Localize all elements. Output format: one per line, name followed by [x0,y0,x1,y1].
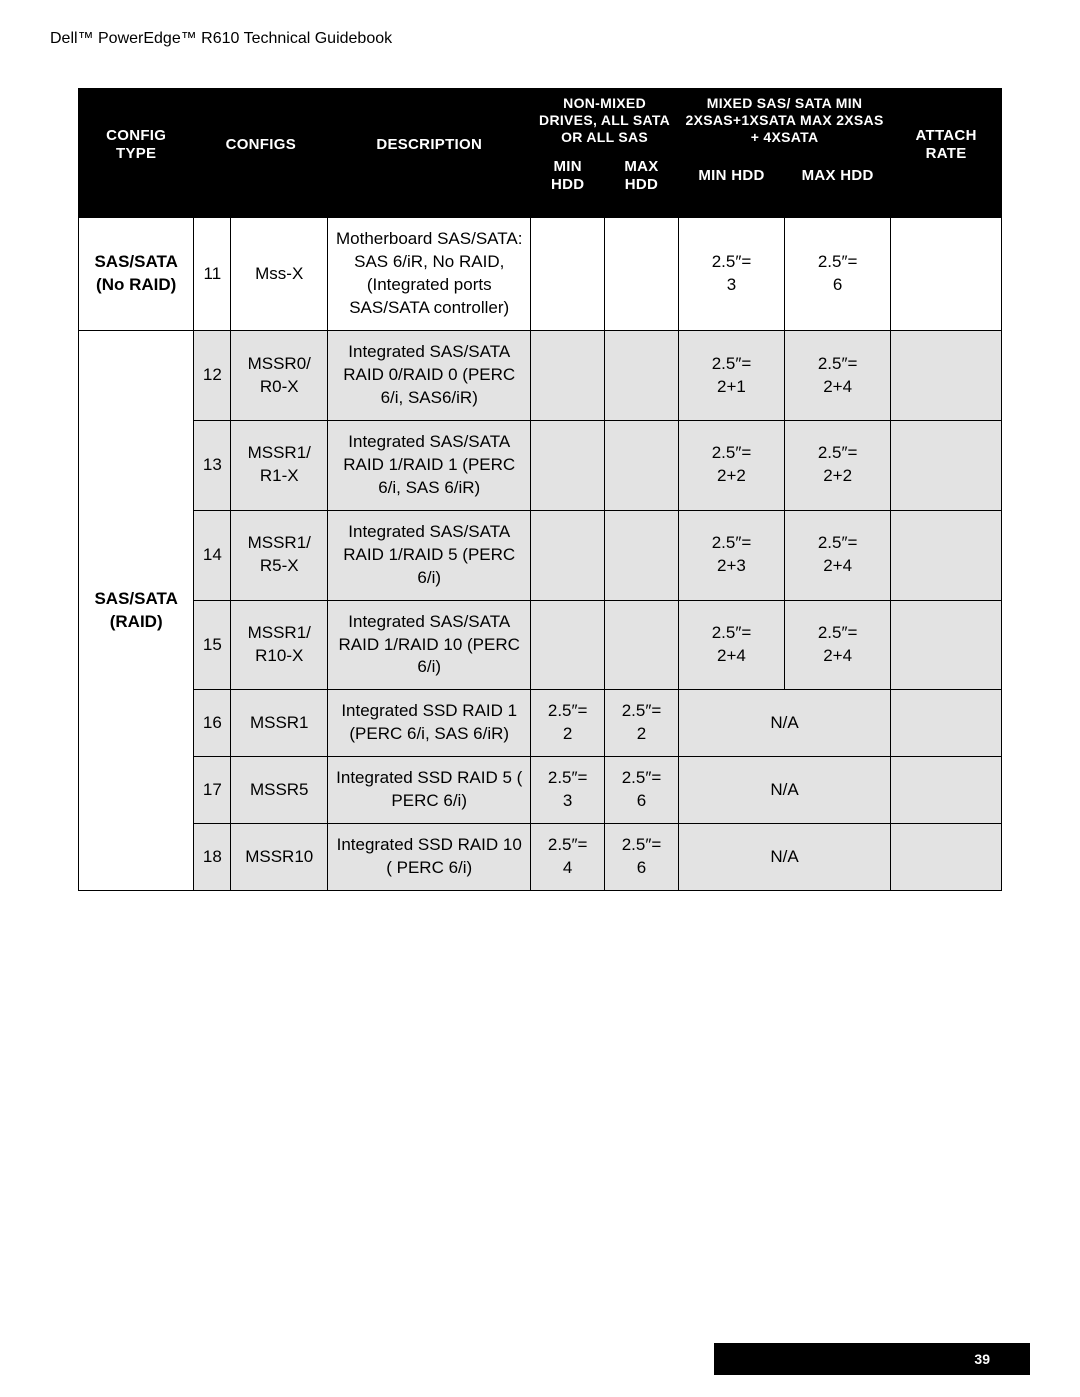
cell-desc: Integrated SAS/SATA RAID 1/RAID 5 (PERC … [328,510,531,600]
cell-attach [891,331,1002,421]
table-row: 17MSSR5Integrated SSD RAID 5 ( PERC 6/i)… [79,757,1002,824]
cell-mx-na: N/A [678,690,890,757]
cell-mx-min: 2.5″=3 [678,218,784,331]
cell-nm-max [605,510,679,600]
hdr-configs: Configs [194,89,328,201]
page-number: 39 [974,1351,990,1367]
cell-nm-min: 2.5″=3 [531,757,605,824]
cell-mx-na: N/A [678,757,890,824]
cell-desc: Integrated SAS/SATA RAID 1/RAID 1 (PERC … [328,420,531,510]
cell-config: MSSR1/R1-X [231,420,328,510]
cell-attach [891,690,1002,757]
cell-nm-min [531,331,605,421]
cell-attach [891,600,1002,690]
table-header: Config Type Configs Description Non-Mixe… [79,89,1002,201]
cell-nm-min: 2.5″=4 [531,824,605,891]
hdr-mx-max: Max HDD [785,152,891,201]
cell-num: 18 [194,824,231,891]
cell-desc: Integrated SSD RAID 5 ( PERC 6/i) [328,757,531,824]
table-row: 16MSSR1Integrated SSD RAID 1 (PERC 6/i, … [79,690,1002,757]
cell-mx-max: 2.5″=6 [785,218,891,331]
cell-nm-min [531,420,605,510]
cell-nm-max [605,218,679,331]
table-body: SAS/SATA(No RAID)11Mss-XMotherboard SAS/… [79,201,1002,891]
cell-nm-max: 2.5″=6 [605,757,679,824]
cell-config: MSSR1/R10-X [231,600,328,690]
cell-mx-max: 2.5″=2+2 [785,420,891,510]
table-row: SAS/SATA(No RAID)11Mss-XMotherboard SAS/… [79,218,1002,331]
cell-nm-max: 2.5″=2 [605,690,679,757]
hdr-mixed: Mixed SAS/ SATA Min 2xSAS+1xSATA Max 2XS… [678,89,890,152]
cell-desc: Integrated SAS/SATA RAID 0/RAID 0 (PERC … [328,331,531,421]
cell-num: 13 [194,420,231,510]
table-row: 14MSSR1/R5-XIntegrated SAS/SATA RAID 1/R… [79,510,1002,600]
cell-mx-min: 2.5″=2+3 [678,510,784,600]
cell-num: 17 [194,757,231,824]
cell-attach [891,510,1002,600]
cell-nm-min [531,218,605,331]
hdr-mx-min: Min HDD [678,152,784,201]
cell-config: Mss-X [231,218,328,331]
cell-num: 12 [194,331,231,421]
cell-num: 14 [194,510,231,600]
cell-mx-max: 2.5″=2+4 [785,600,891,690]
table-row: 15MSSR1/R10-XIntegrated SAS/SATA RAID 1/… [79,600,1002,690]
cell-attach [891,218,1002,331]
config-table: Config Type Configs Description Non-Mixe… [78,88,1002,891]
hdr-description: Description [328,89,531,201]
cell-config: MSSR10 [231,824,328,891]
cell-mx-min: 2.5″=2+1 [678,331,784,421]
cell-desc: Integrated SSD RAID 10 ( PERC 6/i) [328,824,531,891]
cell-mx-max: 2.5″=2+4 [785,510,891,600]
cell-attach [891,757,1002,824]
cell-nm-min: 2.5″=2 [531,690,605,757]
table-row: 18MSSR10Integrated SSD RAID 10 ( PERC 6/… [79,824,1002,891]
hdr-non-mixed: Non-Mixed Drives, All SATA or All SAS [531,89,679,152]
cell-mx-max: 2.5″=2+4 [785,331,891,421]
cell-attach [891,824,1002,891]
cell-num: 15 [194,600,231,690]
cell-nm-max [605,600,679,690]
table-row: 13MSSR1/R1-XIntegrated SAS/SATA RAID 1/R… [79,420,1002,510]
config-table-wrap: Config Type Configs Description Non-Mixe… [78,88,1002,891]
cell-nm-min [531,600,605,690]
cell-config: MSSR5 [231,757,328,824]
cell-config-type: SAS/SATA(RAID) [79,331,194,891]
cell-config: MSSR0/R0-X [231,331,328,421]
cell-nm-max [605,331,679,421]
cell-nm-max [605,420,679,510]
cell-mx-na: N/A [678,824,890,891]
cell-config: MSSR1/R5-X [231,510,328,600]
doc-title: Dell™ PowerEdge™ R610 Technical Guideboo… [50,30,1030,48]
cell-num: 11 [194,218,231,331]
cell-desc: Motherboard SAS/SATA: SAS 6/iR, No RAID,… [328,218,531,331]
cell-nm-min [531,510,605,600]
table-row: SAS/SATA(RAID)12MSSR0/R0-XIntegrated SAS… [79,331,1002,421]
cell-desc: Integrated SAS/SATA RAID 1/RAID 10 (PERC… [328,600,531,690]
cell-num: 16 [194,690,231,757]
header-gap-row [79,201,1002,218]
cell-config-type: SAS/SATA(No RAID) [79,218,194,331]
hdr-config-type: Config Type [79,89,194,201]
cell-attach [891,420,1002,510]
hdr-attach-rate: Attach Rate [891,89,1002,201]
cell-nm-max: 2.5″=6 [605,824,679,891]
hdr-nm-min: Min HDD [531,152,605,201]
cell-desc: Integrated SSD RAID 1 (PERC 6/i, SAS 6/i… [328,690,531,757]
cell-mx-min: 2.5″=2+4 [678,600,784,690]
cell-mx-min: 2.5″=2+2 [678,420,784,510]
cell-config: MSSR1 [231,690,328,757]
page: Dell™ PowerEdge™ R610 Technical Guideboo… [0,0,1080,1397]
page-number-bar: 39 [714,1343,1030,1375]
hdr-nm-max: Max HDD [605,152,679,201]
